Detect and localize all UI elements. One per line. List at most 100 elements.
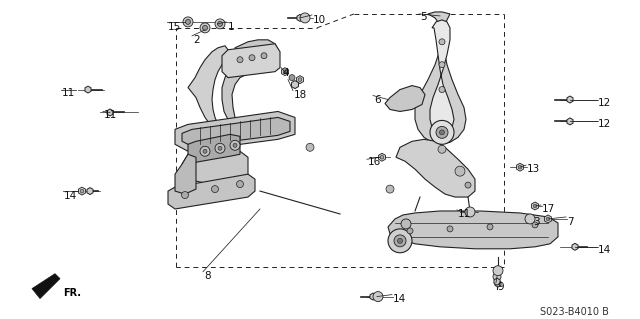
Circle shape (465, 207, 475, 217)
Text: 14: 14 (393, 293, 406, 304)
Circle shape (202, 26, 207, 30)
Polygon shape (370, 293, 376, 300)
Circle shape (373, 292, 383, 301)
Polygon shape (182, 147, 248, 184)
Circle shape (407, 228, 413, 234)
Circle shape (388, 229, 412, 253)
Polygon shape (567, 118, 573, 125)
Text: 1: 1 (228, 22, 235, 32)
Polygon shape (79, 187, 86, 195)
Circle shape (430, 120, 454, 144)
Polygon shape (107, 109, 113, 116)
Circle shape (249, 55, 255, 61)
Polygon shape (494, 278, 500, 285)
Polygon shape (85, 86, 91, 93)
Circle shape (533, 204, 537, 208)
Circle shape (182, 192, 189, 198)
Circle shape (186, 19, 191, 24)
Circle shape (233, 143, 237, 147)
Polygon shape (396, 139, 475, 197)
Text: FR.: FR. (63, 288, 81, 298)
Circle shape (546, 217, 550, 221)
Circle shape (380, 155, 384, 159)
Text: 15: 15 (168, 22, 181, 32)
Polygon shape (175, 154, 196, 194)
Polygon shape (222, 40, 278, 122)
Polygon shape (32, 274, 60, 299)
Circle shape (283, 70, 287, 73)
Circle shape (218, 21, 223, 26)
Circle shape (203, 149, 207, 153)
Polygon shape (545, 215, 552, 223)
Text: 13: 13 (527, 164, 540, 174)
Polygon shape (516, 163, 524, 171)
Polygon shape (378, 153, 385, 161)
Text: 12: 12 (598, 98, 611, 108)
Circle shape (200, 23, 210, 33)
Circle shape (200, 146, 210, 156)
Circle shape (525, 214, 535, 224)
Polygon shape (188, 134, 240, 162)
Text: 10: 10 (313, 15, 326, 25)
Circle shape (218, 146, 222, 150)
Circle shape (394, 235, 406, 247)
Circle shape (211, 186, 218, 193)
Circle shape (298, 78, 302, 81)
Circle shape (397, 238, 403, 243)
Polygon shape (527, 216, 532, 222)
Text: 6: 6 (374, 94, 381, 105)
Circle shape (237, 57, 243, 63)
Polygon shape (385, 85, 425, 111)
Polygon shape (572, 243, 578, 250)
Polygon shape (567, 96, 573, 103)
Text: 14: 14 (64, 191, 77, 201)
Circle shape (487, 224, 493, 230)
Polygon shape (495, 280, 501, 287)
Circle shape (438, 145, 446, 153)
Text: 17: 17 (542, 204, 556, 214)
Polygon shape (388, 211, 558, 249)
Circle shape (183, 17, 193, 27)
Circle shape (518, 166, 522, 169)
Text: 14: 14 (598, 245, 611, 255)
Text: 2: 2 (193, 35, 200, 45)
Circle shape (440, 130, 445, 135)
Circle shape (401, 219, 411, 229)
Text: 3: 3 (533, 217, 540, 227)
Circle shape (436, 126, 448, 138)
Circle shape (439, 86, 445, 93)
Circle shape (493, 266, 503, 276)
Circle shape (215, 143, 225, 153)
Circle shape (386, 185, 394, 193)
Polygon shape (296, 76, 303, 84)
Circle shape (215, 19, 225, 29)
Text: 4: 4 (282, 68, 289, 78)
Text: S023-B4010 B: S023-B4010 B (540, 307, 609, 316)
Text: 8: 8 (204, 271, 211, 281)
Circle shape (230, 140, 240, 150)
Polygon shape (182, 117, 290, 146)
Circle shape (439, 39, 445, 45)
Circle shape (306, 143, 314, 151)
Circle shape (455, 166, 465, 176)
Polygon shape (175, 111, 295, 151)
Polygon shape (292, 81, 298, 89)
Circle shape (493, 273, 501, 281)
Text: 11: 11 (458, 209, 471, 219)
Polygon shape (297, 14, 303, 21)
Circle shape (465, 182, 471, 188)
Circle shape (289, 75, 295, 81)
Polygon shape (415, 12, 466, 144)
Text: 9: 9 (497, 282, 504, 292)
Text: 18: 18 (294, 90, 307, 100)
Text: 12: 12 (598, 119, 611, 130)
Text: 5: 5 (420, 12, 427, 22)
Polygon shape (87, 188, 93, 195)
Polygon shape (222, 44, 280, 78)
Polygon shape (168, 174, 255, 209)
Text: 11: 11 (104, 110, 117, 121)
Circle shape (447, 226, 453, 232)
Text: 7: 7 (567, 217, 573, 227)
Polygon shape (430, 20, 454, 134)
Text: 16: 16 (368, 157, 381, 167)
